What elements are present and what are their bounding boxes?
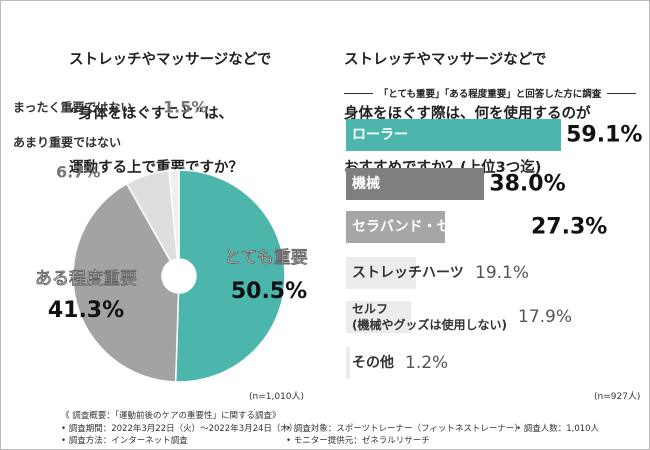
bar <box>346 347 351 379</box>
bar <box>346 168 485 200</box>
category-label: 機械 <box>352 176 380 192</box>
category-label: ストレッチハーツ <box>352 265 464 281</box>
sample-note: (n=1,010人) <box>249 392 305 402</box>
pie-slice <box>168 169 180 260</box>
footer-item: 調査方法：インターネット調査 <box>61 434 188 446</box>
slice-label: ある程度重要 <box>35 268 137 289</box>
slice-value: 6.7% <box>56 163 100 182</box>
subtitle-row: 「とても重要」「ある程度重要」と回答した方に調査 <box>344 86 636 100</box>
category-label: ローラー <box>352 127 408 143</box>
subtitle: 「とても重要」「ある程度重要」と回答した方に調査 <box>378 89 602 100</box>
bar <box>346 119 562 151</box>
title-line: 身体をほぐす際は、何を使用するのが <box>344 106 591 122</box>
slice-label: とても重要 <box>224 247 308 268</box>
footer-item: 調査人数：1,010人 <box>516 422 599 434</box>
title-line: ストレッチやマッサージなどで <box>69 52 272 68</box>
footer-heading: 《 調査概要：「運動前後のケアの重要性」に関する調査》 <box>61 411 281 421</box>
title-line: “身体をほぐすこと”は、 <box>69 106 234 122</box>
pie-slice <box>72 182 180 383</box>
value-label: 1.2% <box>405 353 449 373</box>
bar <box>346 301 412 333</box>
pie-slice <box>174 169 286 383</box>
slice-label: まったく重要ではない <box>13 100 133 115</box>
value-label: 19.1% <box>475 263 530 283</box>
bar <box>346 211 446 243</box>
pie-chart: とても重要 50.5% ある程度重要 41.3% あまり重要ではない 6.7% まったく重要… <box>13 98 308 383</box>
slice-value: 1.5% <box>163 98 207 117</box>
footer-item: モニター提供元：ゼネラルリサーチ <box>286 434 430 446</box>
category-label: その他 <box>352 355 394 371</box>
footer-item: 調査期間：2022年3月22日（火）～2022年3月24日（木） <box>61 422 298 434</box>
pie-title: ストレッチやマッサージなどで “身体をほぐすこと”は、 運動する上で重要ですか？ <box>69 15 271 213</box>
rule <box>607 92 636 94</box>
value-label: 17.9% <box>518 307 573 327</box>
bar <box>346 257 416 289</box>
title-line: ストレッチやマッサージなどで <box>344 52 547 68</box>
sample-note: (n=927人) <box>594 392 641 402</box>
category-label: セラバンド・セラチューブ <box>352 219 520 235</box>
rule <box>344 92 373 94</box>
footer-item: 調査対象：スポーツトレーナー（フィットネストレーナー） <box>286 422 523 434</box>
slice-label: あまり重要ではない <box>13 135 121 150</box>
slice-value: 41.3% <box>48 298 124 323</box>
value-label: 27.3% <box>531 214 608 240</box>
slice-value: 50.5% <box>231 279 307 304</box>
category-label: セルフ (機械やグッズは使用しない) <box>352 302 507 332</box>
value-label: 59.1% <box>566 122 643 148</box>
bar-chart: ローラー 59.1% 機械 38.0% セラバンド・セラチューブ 27.3% ストレッチハー… <box>1 1 649 401</box>
value-label: 38.0% <box>489 171 566 197</box>
